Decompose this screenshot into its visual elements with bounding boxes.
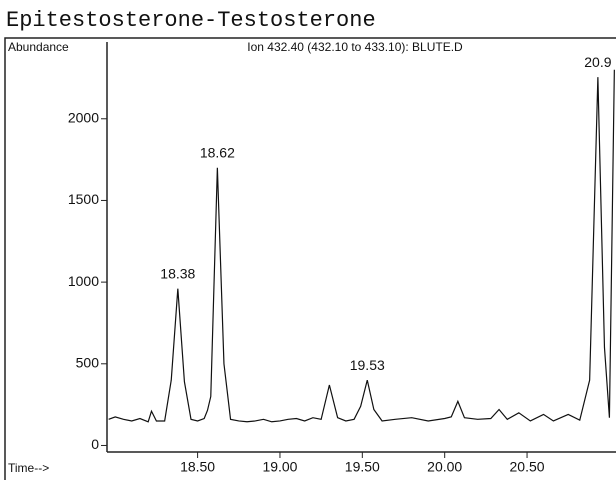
peak-label: 20.9: [584, 54, 611, 70]
y-tick-label: 1000: [68, 273, 99, 289]
y-tick-label: 500: [76, 354, 100, 370]
frame: [4, 37, 616, 480]
peak-label: 18.62: [200, 144, 235, 160]
y-tick-label: 0: [91, 436, 99, 452]
peak-label: 18.38: [160, 265, 195, 281]
x-tick-label: 18.50: [180, 459, 215, 475]
trace: [108, 69, 615, 423]
chart-subtitle: Ion 432.40 (432.10 to 433.10): BLUTE.D: [247, 40, 463, 54]
y-tick-label: 1500: [68, 191, 99, 207]
x-tick-label: 20.50: [510, 459, 545, 475]
chart-title: Epitestosterone-Testosterone: [6, 8, 376, 33]
peak-label: 19.53: [350, 357, 385, 373]
x-axis-label: Time-->: [8, 461, 49, 475]
x-tick-label: 19.50: [345, 459, 380, 475]
x-tick-label: 19.00: [262, 459, 297, 475]
y-axis-label: Abundance: [8, 40, 69, 54]
x-tick-label: 20.00: [427, 459, 462, 475]
y-tick-label: 2000: [68, 109, 99, 125]
